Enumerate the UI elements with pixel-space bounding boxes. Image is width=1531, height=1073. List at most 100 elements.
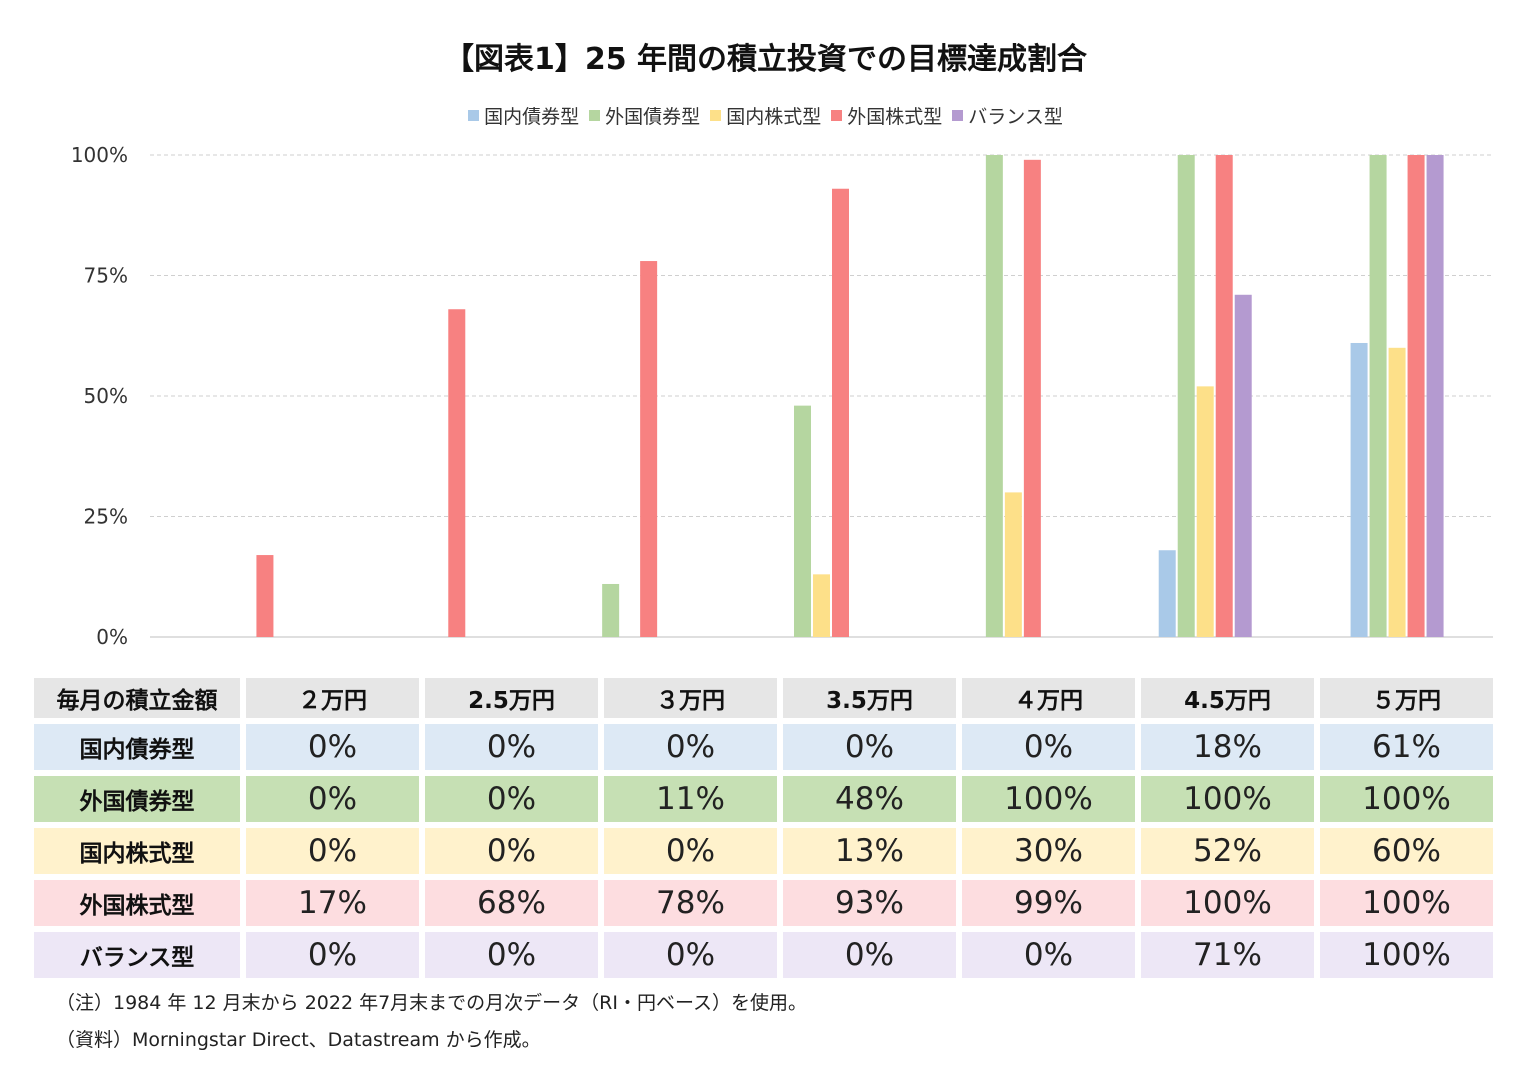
bar (1350, 342, 1368, 637)
legend-label: 外国債券型 (605, 106, 701, 128)
table-cell: 0% (783, 724, 956, 770)
table-cell: 78% (604, 880, 777, 926)
table-column-header: 4.5万円 (1141, 678, 1314, 718)
table-row-label: 外国債券型 (34, 776, 240, 822)
table-cell: 0% (425, 724, 598, 770)
table-row: 国内株式型 0% 0% 0% 13% 30% 52% 60% (34, 828, 1493, 874)
legend-swatch (468, 110, 480, 121)
table-cell: 100% (1320, 932, 1493, 978)
table-cell: 0% (246, 724, 419, 770)
table-cell: 0% (783, 932, 956, 978)
table-row-label: 国内債券型 (34, 724, 240, 770)
table-cell: 11% (604, 776, 777, 822)
table-cell: 93% (783, 880, 956, 926)
bar (1234, 294, 1252, 637)
legend-label: 外国株式型 (847, 106, 943, 128)
legend-label: バランス型 (968, 106, 1063, 128)
table-cell: 0% (246, 776, 419, 822)
y-tick-label: 0% (96, 625, 128, 649)
table-column-header: 3.5万円 (783, 678, 956, 718)
table-cell: 0% (604, 828, 777, 874)
legend-swatch (589, 110, 601, 121)
bar (602, 583, 620, 637)
y-tick-label: 50% (84, 384, 128, 408)
table-cell: 0% (246, 932, 419, 978)
bar (1407, 155, 1425, 637)
table-cell: 100% (1320, 776, 1493, 822)
table-cell: 52% (1141, 828, 1314, 874)
y-tick-label: 75% (84, 264, 128, 288)
table-cell: 100% (962, 776, 1135, 822)
legend-swatch (710, 110, 722, 121)
table-column-header: ５万円 (1320, 678, 1493, 718)
table-row-label: 国内株式型 (34, 828, 240, 874)
table-cell: 18% (1141, 724, 1314, 770)
bar (1177, 155, 1195, 637)
bar (1023, 159, 1041, 637)
table-row: 国内債券型 0% 0% 0% 0% 0% 18% 61% (34, 724, 1493, 770)
table-cell: 13% (783, 828, 956, 874)
table-cell: 48% (783, 776, 956, 822)
bar (794, 405, 811, 637)
table-column-header: ４万円 (962, 678, 1135, 718)
legend-item: 国内株式型 (710, 102, 821, 129)
bar-chart: 0% 25% 50% 75% 100% (71, 143, 1493, 649)
chart-legend: 国内債券型 外国債券型 国内株式型 外国株式型 バランス型 (0, 102, 1531, 129)
table-row-label: 外国株式型 (34, 880, 240, 926)
table-cell: 0% (425, 828, 598, 874)
data-table: 毎月の積立金額 ２万円 2.5万円 ３万円 3.5万円 ４万円 4.5万円 ５万円 国内債券… (28, 672, 1499, 984)
table-cell: 71% (1141, 932, 1314, 978)
bar (1196, 386, 1214, 637)
legend-item: 国内債券型 (468, 102, 579, 129)
legend-label: 国内債券型 (484, 106, 580, 128)
table-column-header: ３万円 (604, 678, 777, 718)
table-column-header: 2.5万円 (425, 678, 598, 718)
bar (1004, 492, 1022, 637)
table-cell: 30% (962, 828, 1135, 874)
footnote: （注）1984 年 12 月末から 2022 年7月末までの月次データ（RI・円… (56, 992, 808, 1014)
table-cell: 61% (1320, 724, 1493, 770)
table-corner-label: 毎月の積立金額 (34, 678, 240, 718)
bar (640, 261, 658, 637)
y-tick-label: 25% (84, 505, 128, 529)
table-cell: 17% (246, 880, 419, 926)
y-tick-label: 100% (71, 143, 128, 167)
bar (1369, 155, 1387, 637)
table-row: 外国株式型 17% 68% 78% 93% 99% 100% 100% (34, 880, 1493, 926)
bar (1158, 550, 1176, 637)
table-cell: 0% (604, 724, 777, 770)
table-cell: 100% (1320, 880, 1493, 926)
bar (256, 555, 274, 637)
table-cell: 100% (1141, 880, 1314, 926)
table-header-row: 毎月の積立金額 ２万円 2.5万円 ３万円 3.5万円 ４万円 4.5万円 ５万円 (34, 678, 1493, 718)
table-row-label: バランス型 (34, 932, 240, 978)
table-cell: 100% (1141, 776, 1314, 822)
table-cell: 0% (425, 932, 598, 978)
table-row: バランス型 0% 0% 0% 0% 0% 71% 100% (34, 932, 1493, 978)
bar (985, 155, 1003, 637)
table-cell: 0% (425, 776, 598, 822)
table-column-header: ２万円 (246, 678, 419, 718)
bar (832, 188, 849, 638)
bar (1388, 347, 1406, 637)
legend-swatch (952, 110, 964, 121)
legend-item: 外国債券型 (589, 102, 700, 129)
table-row: 外国債券型 0% 0% 11% 48% 100% 100% 100% (34, 776, 1493, 822)
table-cell: 0% (604, 932, 777, 978)
legend-item: 外国株式型 (831, 102, 942, 129)
bar (448, 309, 466, 637)
source-note: （資料）Morningstar Direct、Datastream から作成。 (56, 1029, 541, 1051)
legend-item: バランス型 (952, 102, 1063, 129)
chart-title: 【図表1】25 年間の積立投資での目標達成割合 (443, 42, 1088, 77)
table-cell: 0% (246, 828, 419, 874)
table-cell: 68% (425, 880, 598, 926)
bar (1426, 155, 1444, 637)
table-cell: 99% (962, 880, 1135, 926)
bar (813, 574, 830, 637)
legend-label: 国内株式型 (726, 106, 822, 128)
table-cell: 60% (1320, 828, 1493, 874)
table-cell: 0% (962, 932, 1135, 978)
bar (1215, 155, 1233, 637)
legend-swatch (831, 110, 843, 121)
table-cell: 0% (962, 724, 1135, 770)
